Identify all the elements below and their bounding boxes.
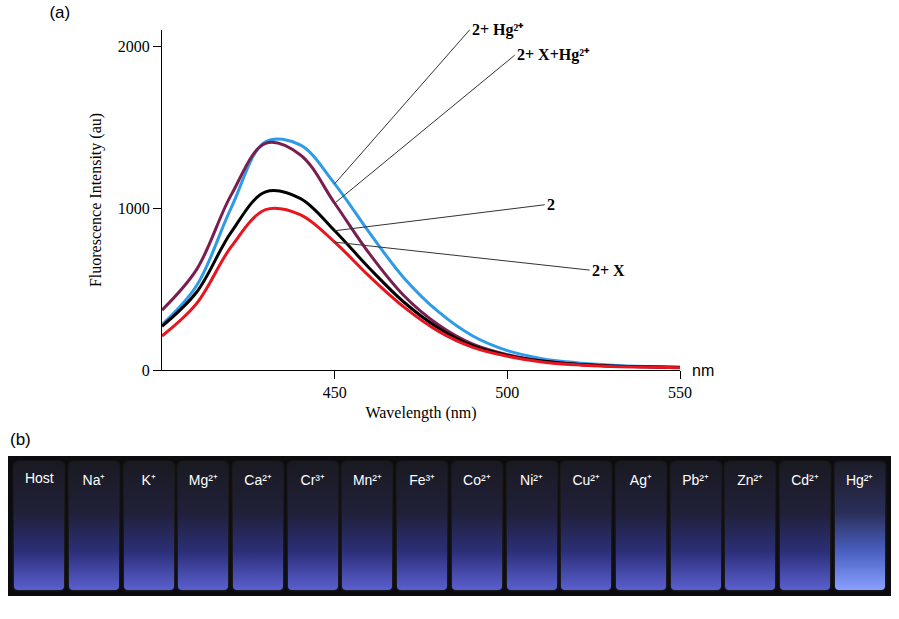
svg-text:0: 0: [142, 362, 150, 379]
svg-text:Fluorescence Intensity (au): Fluorescence Intensity (au): [87, 113, 105, 287]
svg-text:2+ Hg²⁺: 2+ Hg²⁺: [472, 21, 524, 39]
svg-text:2000: 2000: [118, 38, 150, 55]
html-text:(b): (b): [10, 430, 31, 449]
html-text:Mn²⁺: Mn²⁺: [352, 472, 382, 488]
html-text:Host: Host: [24, 470, 54, 486]
html-text:Cr³⁺: Cr³⁺: [300, 472, 325, 488]
svg-text:nm: nm: [692, 362, 714, 379]
svg-text:2+ X+Hg²⁺: 2+ X+Hg²⁺: [517, 46, 590, 64]
html-text:Ni²⁺: Ni²⁺: [520, 472, 543, 488]
html-text:Co²⁺: Co²⁺: [463, 472, 491, 488]
html-text:Ca²⁺: Ca²⁺: [244, 472, 272, 488]
svg-text:2+ X: 2+ X: [592, 262, 625, 279]
html-text:K⁺: K⁺: [141, 472, 156, 488]
html-text:Cu²⁺: Cu²⁺: [572, 472, 600, 488]
svg-text:550: 550: [668, 384, 692, 401]
svg-text:500: 500: [495, 384, 519, 401]
svg-text:Wavelength (nm): Wavelength (nm): [365, 404, 476, 422]
html-text:Mg²⁺: Mg²⁺: [188, 472, 218, 488]
html-text:Ag⁺: Ag⁺: [629, 472, 652, 488]
html-text:Pb²⁺: Pb²⁺: [682, 472, 709, 488]
svg-text:450: 450: [323, 384, 347, 401]
html-text:Na⁺: Na⁺: [82, 472, 106, 488]
html-text:Fe³⁺: Fe³⁺: [409, 472, 436, 488]
html-text:Cd²⁺: Cd²⁺: [791, 472, 819, 488]
html-text:Zn²⁺: Zn²⁺: [737, 472, 764, 488]
html-text:Hg²⁺: Hg²⁺: [845, 472, 874, 488]
svg-text:2: 2: [547, 196, 555, 213]
svg-text:(a): (a): [49, 3, 70, 22]
svg-text:1000: 1000: [118, 200, 150, 217]
